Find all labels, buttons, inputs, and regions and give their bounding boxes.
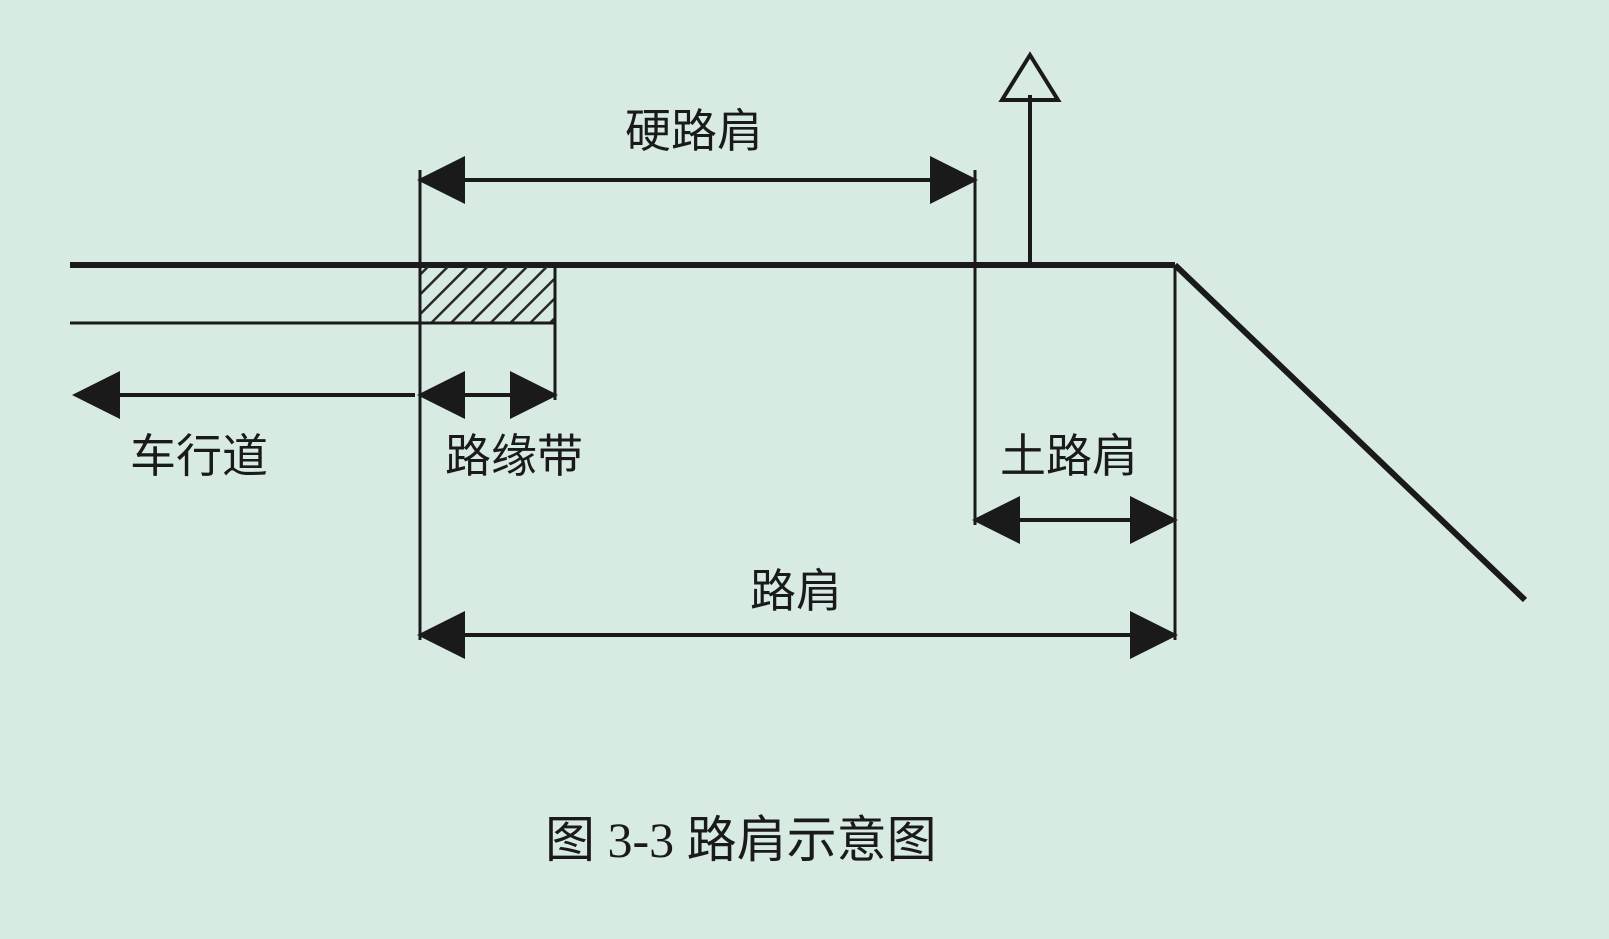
road-shoulder-diagram: 硬路肩 车行道 路缘带 土路肩 路肩 图 3-3 路肩示意图 [0, 0, 1609, 939]
carriageway-label: 车行道 [130, 420, 268, 486]
figure-title: 图 3-3 路肩示意图 [545, 800, 937, 872]
marginal-strip-box [420, 265, 555, 323]
earth-shoulder-label: 土路肩 [1000, 420, 1138, 486]
shoulder-label: 路肩 [750, 555, 842, 621]
marginal-strip-label: 路缘带 [445, 420, 583, 486]
slope-line [1175, 265, 1525, 600]
hard-shoulder-label: 硬路肩 [625, 95, 763, 161]
sign-triangle-icon [1002, 55, 1058, 100]
